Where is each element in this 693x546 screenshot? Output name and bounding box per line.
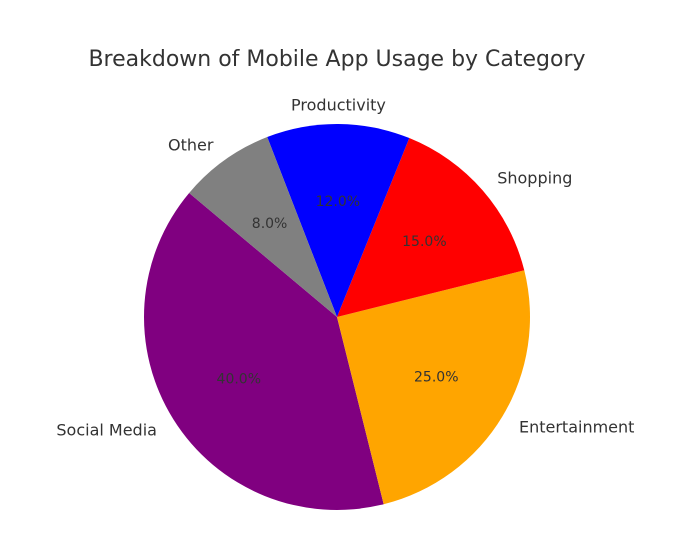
pie-value-label-productivity: 12.0% bbox=[316, 194, 360, 210]
pie-slice-social-media bbox=[143, 192, 384, 511]
pie-value-label-entertainment: 25.0% bbox=[414, 370, 458, 386]
pie-labels: 40.0% Social Media 25.0% Entertainment 15.0%… bbox=[56, 96, 634, 440]
pie-slice-shopping bbox=[337, 138, 525, 317]
pie-slice-other bbox=[189, 137, 337, 317]
pie-category-label-social-media: Social Media bbox=[56, 421, 157, 440]
pie-slices bbox=[143, 123, 530, 511]
pie-value-label-shopping: 15.0% bbox=[402, 234, 446, 250]
pie-value-label-social-media: 40.0% bbox=[217, 371, 261, 387]
chart-title: Breakdown of Mobile App Usage by Categor… bbox=[88, 47, 585, 72]
pie-category-label-other: Other bbox=[168, 135, 214, 154]
pie-slice-productivity bbox=[267, 123, 410, 317]
pie-value-label-other: 8.0% bbox=[252, 216, 288, 232]
pie-category-label-shopping: Shopping bbox=[497, 169, 572, 188]
pie-category-label-entertainment: Entertainment bbox=[519, 417, 634, 436]
pie-slice-entertainment bbox=[337, 270, 530, 505]
pie-category-label-productivity: Productivity bbox=[291, 96, 386, 115]
